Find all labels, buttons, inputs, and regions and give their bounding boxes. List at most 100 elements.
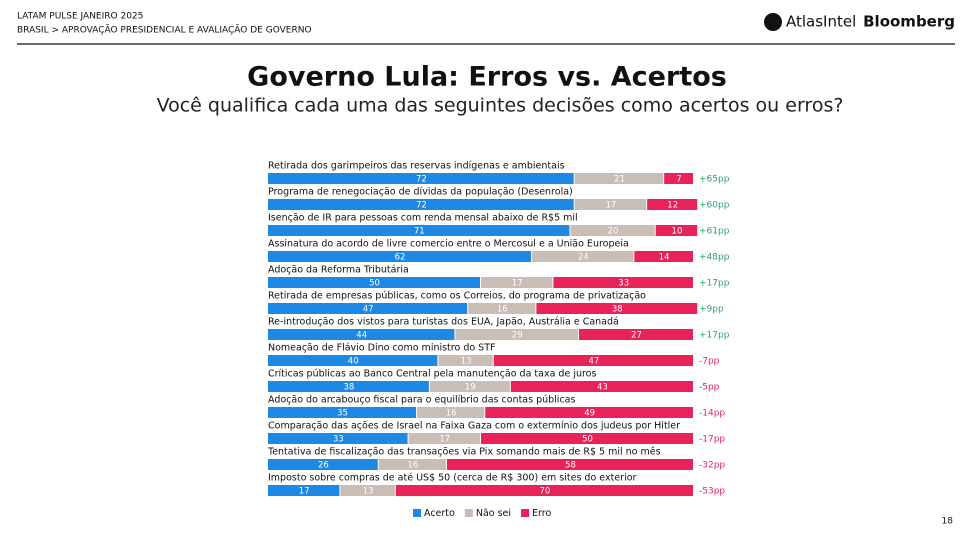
- value-label: 50: [369, 279, 380, 289]
- legend-swatch: [413, 509, 421, 517]
- value-label: 47: [588, 357, 599, 367]
- category-label: Retirada dos garimpeiros das reservas in…: [268, 161, 565, 172]
- net-label: -5pp: [699, 383, 720, 393]
- bar-segment: [268, 485, 340, 496]
- brand-bloomberg: Bloomberg: [863, 13, 955, 31]
- value-label: 38: [344, 383, 355, 393]
- bar-segment: [455, 329, 578, 340]
- value-label: 17: [606, 201, 617, 211]
- bar-segment: [268, 251, 532, 262]
- bar-segment: [446, 459, 693, 470]
- bar-segment: [417, 407, 485, 418]
- bar-segment: [570, 225, 655, 236]
- value-label: 17: [512, 279, 523, 289]
- chart-subtitle: Você qualifica cada uma das seguintes de…: [157, 95, 844, 117]
- page-number: 18: [942, 517, 954, 527]
- bar-segment: [553, 277, 693, 288]
- net-label: +17pp: [699, 331, 730, 341]
- value-label: 47: [363, 305, 374, 315]
- bar-segment: [510, 381, 693, 392]
- bar-segment: [268, 225, 570, 236]
- value-label: 72: [416, 175, 427, 185]
- bar-segment: [664, 173, 693, 184]
- value-label: 33: [618, 279, 629, 289]
- value-label: 33: [333, 435, 344, 445]
- bar-segment: [481, 277, 553, 288]
- value-label: 70: [539, 487, 550, 497]
- bar-segment: [268, 459, 378, 470]
- category-label: Adoção do arcabouço fiscal para o equilí…: [268, 395, 575, 406]
- value-label: 19: [465, 383, 476, 393]
- category-label: Retirada de empresas públicas, como os C…: [268, 291, 646, 302]
- legend-label: Não sei: [476, 508, 511, 519]
- net-label: +17pp: [699, 279, 730, 289]
- value-label: 24: [578, 253, 589, 263]
- brand-atlas: AtlasIntel: [786, 13, 856, 31]
- net-label: -17pp: [699, 435, 725, 445]
- net-label: -32pp: [699, 461, 725, 471]
- bar-segment: [647, 199, 698, 210]
- logo-icon: [764, 13, 782, 31]
- net-label: -7pp: [699, 357, 720, 367]
- bar-segment: [408, 433, 480, 444]
- value-label: 38: [612, 305, 623, 315]
- net-label: +60pp: [699, 201, 730, 211]
- value-label: 43: [597, 383, 608, 393]
- category-label: Assinatura do acordo de livre comercio e…: [268, 239, 629, 250]
- value-label: 62: [395, 253, 406, 263]
- value-label: 71: [414, 227, 425, 237]
- net-label: +48pp: [699, 253, 730, 263]
- legend-label: Acerto: [424, 508, 455, 519]
- category-label: Imposto sobre compras de até US$ 50 (cer…: [268, 473, 637, 484]
- bar-segment: [268, 199, 574, 210]
- bar-segment: [268, 173, 574, 184]
- bar-segment: [429, 381, 510, 392]
- category-label: Comparação das ações de Israel na Faixa …: [268, 421, 680, 432]
- bar-segment: [268, 381, 429, 392]
- category-label: Programa de renegociação de dívidas da p…: [268, 187, 573, 198]
- value-label: 27: [631, 331, 642, 341]
- bar-segment: [536, 303, 698, 314]
- net-label: -14pp: [699, 409, 725, 419]
- net-label: +65pp: [699, 175, 730, 185]
- value-label: 21: [614, 175, 625, 185]
- breadcrumb: BRASIL > APROVAÇÃO PRESIDENCIAL E AVALIA…: [17, 25, 312, 36]
- bar-segment: [481, 433, 693, 444]
- bar-segment: [378, 459, 446, 470]
- bar-segment: [268, 407, 417, 418]
- value-label: 7: [676, 175, 681, 185]
- value-label: 26: [318, 461, 329, 471]
- category-label: Re-introdução dos vistos para turistas d…: [268, 317, 619, 328]
- value-label: 49: [584, 409, 595, 419]
- bar-segment: [268, 433, 408, 444]
- category-label: Tentativa de fiscalização das transações…: [267, 447, 661, 458]
- bar-segment: [578, 329, 693, 340]
- value-label: 40: [348, 357, 359, 367]
- bar-segment: [574, 173, 664, 184]
- kicker: LATAM PULSE JANEIRO 2025: [17, 12, 143, 22]
- legend-label: Erro: [532, 508, 551, 519]
- bar-segment: [468, 303, 536, 314]
- category-label: Críticas públicas ao Banco Central pela …: [268, 369, 596, 380]
- bar-segment: [268, 355, 438, 366]
- bar-segment: [395, 485, 693, 496]
- net-label: +9pp: [699, 305, 724, 315]
- value-label: 35: [337, 409, 348, 419]
- value-label: 72: [416, 201, 427, 211]
- value-label: 20: [608, 227, 619, 237]
- value-label: 12: [667, 201, 678, 211]
- category-label: Nomeação de Flávio Dino como ministro do…: [268, 343, 495, 354]
- bar-segment: [268, 329, 455, 340]
- bar-segment: [493, 355, 693, 366]
- value-label: 29: [512, 331, 523, 341]
- value-label: 50: [582, 435, 593, 445]
- value-label: 44: [356, 331, 367, 341]
- value-label: 16: [407, 461, 418, 471]
- value-label: 17: [299, 487, 310, 497]
- value-label: 13: [461, 357, 472, 367]
- chart-title: Governo Lula: Erros vs. Acertos: [247, 62, 727, 93]
- legend-swatch: [521, 509, 530, 517]
- bar-segment: [268, 277, 480, 288]
- bar-segment: [485, 407, 693, 418]
- value-label: 14: [659, 253, 670, 263]
